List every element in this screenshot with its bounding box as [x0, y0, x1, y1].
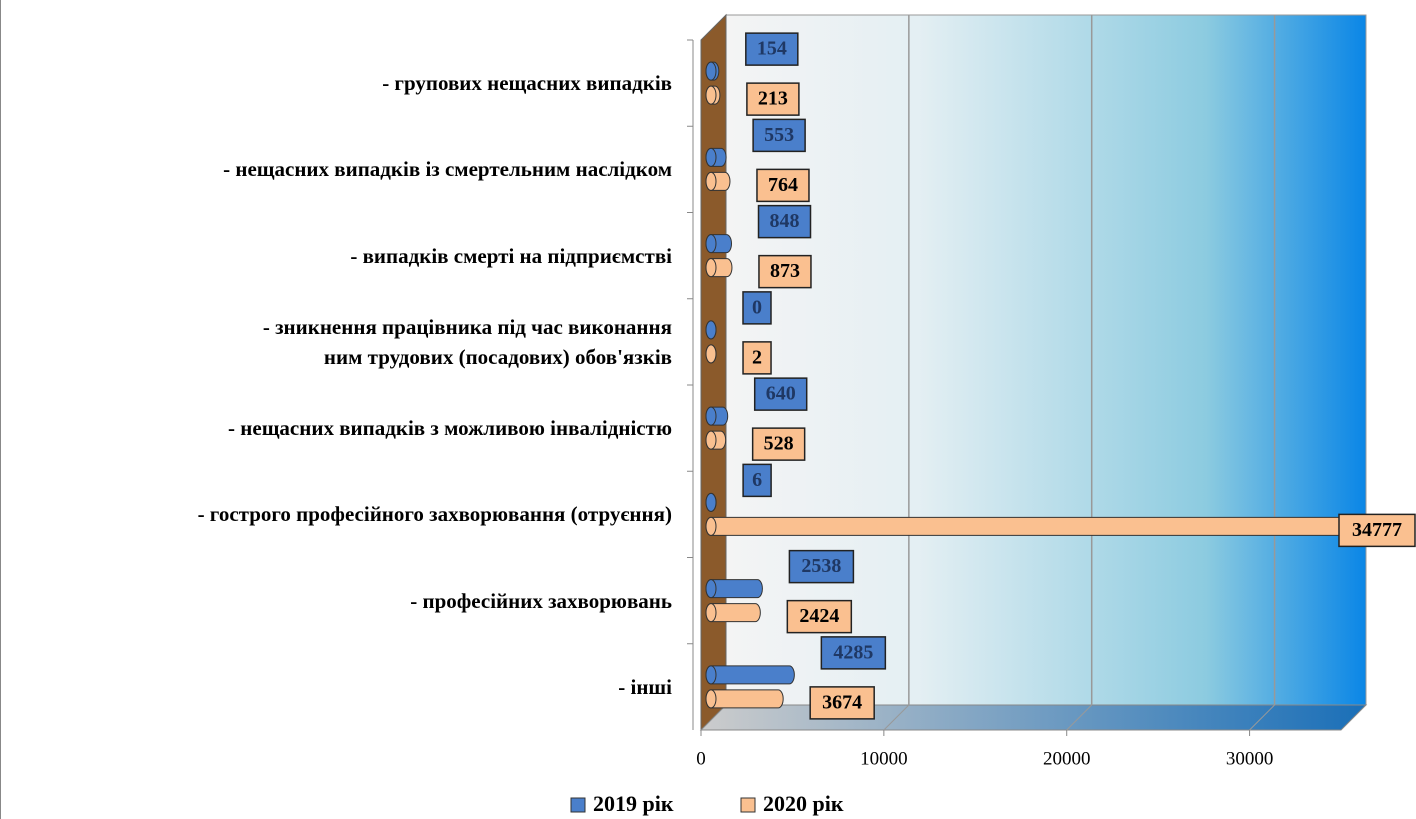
y-tick-label: - випадків смерті на підприємстві	[350, 243, 672, 268]
bar	[705, 171, 731, 191]
bar-cap	[705, 234, 717, 254]
data-label: 3674	[822, 691, 862, 713]
y-tick-label: - нещасних випадків з можливою інвалідні…	[228, 416, 672, 441]
data-label: 528	[764, 433, 794, 455]
data-label: 764	[768, 174, 798, 196]
y-tick-label: - зникнення працівника під час виконання…	[262, 314, 672, 369]
bar	[705, 516, 1353, 536]
bar	[705, 320, 717, 340]
data-label: 213	[758, 88, 788, 110]
data-label-box	[1338, 513, 1416, 548]
x-tick-label: 30000	[1226, 748, 1274, 769]
bar-body	[705, 689, 784, 709]
data-label: 873	[770, 260, 800, 282]
bar-cap	[705, 171, 717, 191]
data-label: 2538	[801, 555, 841, 577]
bar-cap	[705, 320, 717, 340]
bar	[705, 234, 733, 254]
legend-swatch	[570, 797, 586, 813]
data-label-box	[752, 118, 806, 153]
y-tick-label: - інші	[618, 674, 672, 699]
bar	[705, 344, 717, 364]
grid-line	[1249, 704, 1275, 731]
data-label-box	[786, 599, 853, 634]
data-label: 2424	[799, 605, 839, 627]
data-label: 553	[764, 124, 794, 146]
bar	[705, 603, 761, 623]
data-label-box	[753, 377, 808, 411]
bar-cap	[705, 344, 717, 364]
bar	[705, 430, 727, 450]
legend-label: 2020 рік	[763, 791, 844, 816]
bar	[705, 406, 729, 426]
data-label: 640	[766, 383, 796, 405]
bar-body	[705, 665, 795, 685]
bar-cap	[705, 689, 717, 709]
bar-cap	[705, 406, 717, 426]
x-tick-label: 10000	[860, 748, 908, 769]
bar-cap	[705, 579, 717, 599]
data-label-box	[746, 82, 800, 116]
data-label-box	[809, 686, 875, 720]
legend-swatch	[740, 797, 756, 813]
data-label-box	[820, 636, 887, 670]
bar-cap	[705, 603, 717, 623]
data-label-box	[788, 549, 855, 584]
bar-body	[705, 516, 1353, 536]
bar	[705, 492, 717, 512]
bar-cap	[705, 492, 717, 512]
data-label-box	[742, 463, 772, 498]
y-tick-label: - групових нещасних випадків	[382, 71, 672, 96]
bar	[705, 147, 727, 167]
data-label: 34777	[1352, 519, 1402, 541]
bar	[705, 85, 721, 105]
bar	[705, 579, 763, 599]
bar	[705, 258, 733, 278]
data-label-box	[756, 168, 810, 203]
legend-label: 2019 рік	[593, 791, 674, 816]
side-wall	[700, 13, 727, 732]
data-label: 4285	[833, 641, 873, 663]
data-label: 848	[770, 210, 800, 232]
data-label-box	[745, 32, 799, 66]
x-tick-label: 20000	[1043, 748, 1091, 769]
bar-cap	[705, 665, 717, 685]
floor	[699, 704, 1368, 731]
y-tick-label: - професійних захворювань	[410, 588, 672, 613]
data-label-box	[758, 254, 812, 289]
y-tick-label: - нещасних випадків із смертельним наслі…	[223, 157, 672, 182]
data-label-box	[757, 204, 812, 239]
data-label: 6	[752, 469, 762, 491]
bar	[705, 665, 795, 685]
grid-line	[883, 704, 910, 731]
bar-cap	[705, 258, 717, 278]
data-label: 0	[752, 296, 762, 318]
bar	[705, 689, 784, 709]
x-tick-label: 0	[696, 748, 706, 769]
bar-cap	[705, 516, 717, 536]
bar-cap	[705, 430, 717, 450]
data-label-box	[742, 291, 772, 325]
data-label-box	[742, 341, 772, 375]
bar-cap	[705, 85, 717, 105]
y-tick-label: - гострого професійного захворювання (от…	[197, 502, 672, 527]
bar	[705, 61, 720, 81]
data-label: 154	[757, 38, 787, 60]
data-label: 2	[752, 346, 762, 368]
grid-line	[1066, 704, 1093, 731]
bar-cap	[705, 61, 717, 81]
bar-cap	[705, 147, 717, 167]
data-label-box	[751, 427, 806, 461]
